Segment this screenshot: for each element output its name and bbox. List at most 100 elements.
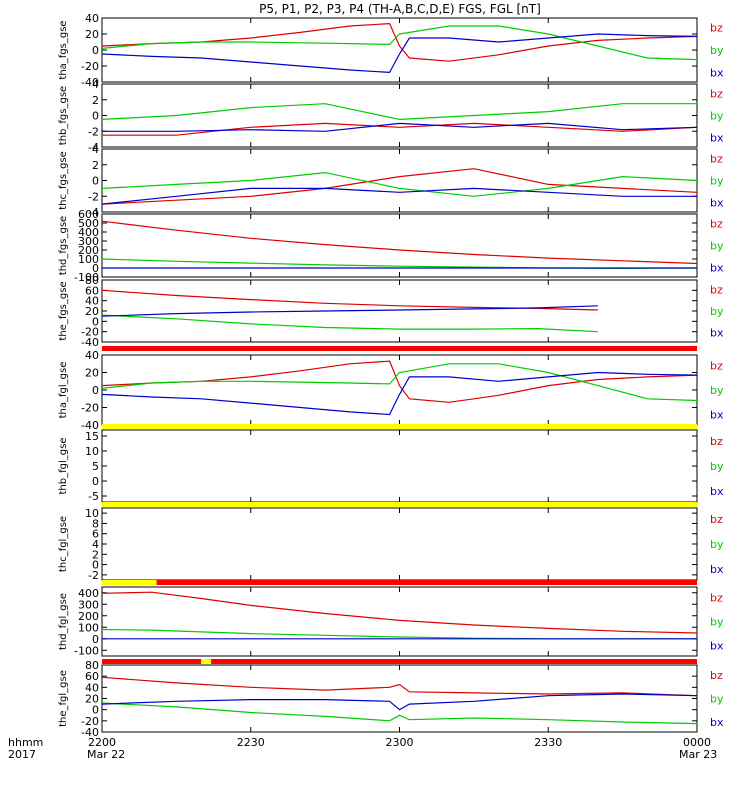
y-tick-label: 500 xyxy=(78,217,99,230)
y-axis-label: tha_fgl_gse xyxy=(58,362,69,419)
panel-frame xyxy=(101,83,698,148)
y-tick-label: 4 xyxy=(92,538,99,551)
y-tick-label: -20 xyxy=(81,60,99,73)
y-tick-label: 0 xyxy=(92,262,99,275)
y-tick-label: 0 xyxy=(92,384,99,397)
y-axis-label: tha_fgs_gse xyxy=(58,20,69,79)
y-tick-label: 6 xyxy=(92,528,99,541)
y-tick-label: 80 xyxy=(85,274,99,287)
y-tick-label: -2 xyxy=(88,569,99,582)
y-tick-label: 40 xyxy=(85,295,99,308)
y-tick-label: -4 xyxy=(88,206,99,219)
y-axis-label: the_fgl_gse xyxy=(58,670,69,727)
legend-bx: bx xyxy=(710,409,724,422)
legend-bx: bx xyxy=(710,66,724,79)
series-line-bx xyxy=(102,371,697,416)
y-tick-label: 400 xyxy=(78,587,99,600)
series-line-bz xyxy=(102,676,697,697)
legend-bz: bz xyxy=(710,283,723,296)
y-tick-label: 0 xyxy=(92,175,99,188)
time-tick-label: 2230 xyxy=(237,736,265,749)
legend-bx: bx xyxy=(710,327,724,340)
status-bar-segment xyxy=(156,580,697,585)
legend-bx: bx xyxy=(710,716,724,729)
legend-by: by xyxy=(710,538,724,551)
legend-bz: bz xyxy=(710,435,723,448)
panel-2: -4 -2 0 2 4 thb_fgs_gse bz by bx xyxy=(58,78,724,154)
y-tick-label: 15 xyxy=(85,430,99,443)
status-bars xyxy=(102,346,698,664)
y-tick-label: 0 xyxy=(92,704,99,717)
status-bar-segment xyxy=(102,502,697,507)
legend-by: by xyxy=(710,305,724,318)
panel-frame xyxy=(101,148,698,213)
legend-by: by xyxy=(710,240,724,253)
time-tick-label: 0000 xyxy=(683,736,711,749)
y-tick-label: -20 xyxy=(81,402,99,415)
series-line-bx xyxy=(102,187,697,205)
panel-3: -4 -2 0 2 4 thc_fgs_gse bz by bx xyxy=(58,143,724,219)
y-tick-label: 2 xyxy=(92,548,99,561)
y-tick-label: -100 xyxy=(74,644,99,657)
y-tick-label: 20 xyxy=(85,367,99,380)
legend-by: by xyxy=(710,110,724,123)
legend-bz: bz xyxy=(710,22,723,35)
legend-bx: bx xyxy=(710,563,724,576)
y-tick-label: 0 xyxy=(92,633,99,646)
y-tick-label: -2 xyxy=(88,125,99,138)
series-line-by xyxy=(102,25,697,61)
y-tick-label: 60 xyxy=(85,284,99,297)
y-tick-label: -2 xyxy=(88,190,99,203)
legend-by: by xyxy=(710,460,724,473)
y-axis-label: the_fgs_gse xyxy=(58,281,69,340)
y-tick-label: 10 xyxy=(85,445,99,458)
status-bar-segment xyxy=(102,346,697,351)
legend-bz: bz xyxy=(710,217,723,230)
y-tick-label: 100 xyxy=(78,621,99,634)
y-tick-label: 20 xyxy=(85,28,99,41)
legend-bz: bz xyxy=(710,669,723,682)
y-tick-label: 0 xyxy=(92,559,99,572)
legend-bz: bz xyxy=(710,360,723,373)
y-tick-label: 200 xyxy=(78,244,99,257)
status-bar-segment xyxy=(102,580,157,585)
y-axis-label: thd_fgs_gse xyxy=(58,216,69,275)
series-line-bx xyxy=(102,122,697,132)
series-line-bz xyxy=(102,591,697,634)
y-tick-label: 200 xyxy=(78,610,99,623)
legend-by: by xyxy=(710,384,724,397)
y-tick-label: 20 xyxy=(85,305,99,318)
y-axis-label: thc_fgl_gse xyxy=(58,516,69,572)
y-axis-label: thb_fgl_gse xyxy=(58,438,69,495)
panel-7: -5 0 5 10 15 thb_fgl_gse bz by bx xyxy=(58,429,724,503)
time-row-label: hhmm xyxy=(8,736,43,749)
y-tick-label: 600 xyxy=(78,208,99,221)
y-tick-label: 4 xyxy=(92,143,99,156)
panel-frame xyxy=(101,429,698,503)
series-line-by xyxy=(102,171,697,197)
legend-bx: bx xyxy=(710,132,724,145)
series-line-by xyxy=(102,103,697,121)
panel-1: -40 -20 0 20 40 tha_fgs_gse bz by bx xyxy=(58,12,724,89)
legend-bx: bx xyxy=(710,640,724,653)
y-tick-label: 5 xyxy=(92,460,99,473)
year-row-label: 2017 xyxy=(8,748,36,761)
y-tick-label: 2 xyxy=(92,94,99,107)
panel-frame xyxy=(101,279,698,343)
series-line-bz xyxy=(102,289,598,311)
y-tick-label: 0 xyxy=(92,315,99,328)
y-tick-label: 100 xyxy=(78,253,99,266)
series-line-bx xyxy=(102,693,697,711)
legend-by: by xyxy=(710,616,724,629)
y-tick-label: 40 xyxy=(85,681,99,694)
y-tick-label: 8 xyxy=(92,517,99,530)
series-line-bz xyxy=(102,122,697,136)
y-tick-label: -40 xyxy=(81,419,99,432)
series-line-by xyxy=(102,702,697,725)
